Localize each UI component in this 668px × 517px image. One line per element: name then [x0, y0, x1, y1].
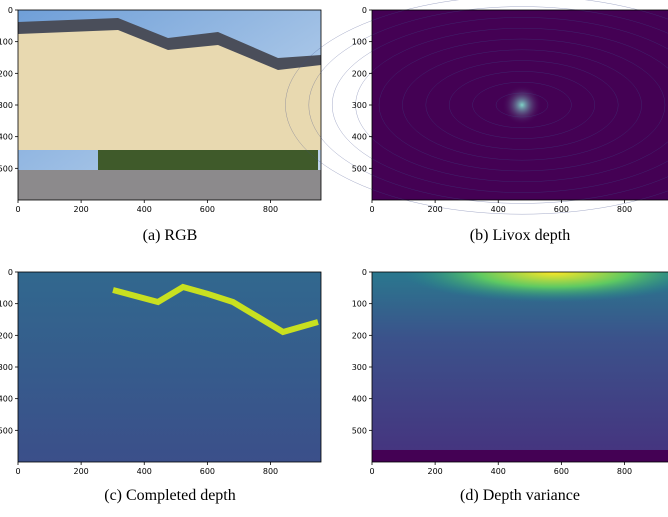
x-tick-label: 200: [427, 205, 442, 214]
panel: 0 200 400 600 800 0 100 200 300 400 500 (c) Complet…: [0, 268, 321, 504]
y-tick-label: 300: [352, 363, 367, 372]
x-tick-label: 0: [369, 205, 374, 214]
x-tick-label: 200: [73, 467, 88, 476]
y-tick-label: 0: [8, 6, 13, 15]
y-tick-label: 500: [0, 164, 13, 173]
x-tick-label: 0: [15, 467, 20, 476]
y-tick-label: 200: [352, 331, 367, 340]
x-tick-label: 800: [617, 467, 632, 476]
x-tick-label: 200: [427, 467, 442, 476]
y-tick-label: 200: [0, 69, 13, 78]
panel: 0 200 400 600 800 0 100 200 300 400 500 (d) Depth v…: [352, 268, 668, 504]
y-tick-label: 300: [0, 101, 13, 110]
x-tick-label: 800: [617, 205, 632, 214]
y-tick-label: 400: [352, 395, 367, 404]
image-foot: [372, 450, 668, 462]
x-tick-label: 800: [263, 205, 278, 214]
y-tick-label: 500: [0, 426, 13, 435]
y-tick-label: 100: [352, 300, 367, 309]
y-tick-label: 0: [8, 268, 13, 277]
y-tick-label: 500: [352, 164, 367, 173]
y-tick-label: 200: [352, 69, 367, 78]
x-tick-label: 200: [73, 205, 88, 214]
image-bg: [18, 272, 321, 462]
y-tick-label: 100: [0, 300, 13, 309]
x-tick-label: 400: [491, 205, 506, 214]
caption: (b) Livox depth: [470, 227, 570, 244]
y-tick-label: 400: [0, 133, 13, 142]
y-tick-label: 0: [362, 6, 367, 15]
y-tick-label: 300: [0, 363, 13, 372]
y-tick-label: 500: [352, 426, 367, 435]
image-ground: [18, 170, 321, 200]
y-tick-label: 300: [352, 101, 367, 110]
x-tick-label: 600: [554, 205, 569, 214]
x-tick-label: 600: [554, 467, 569, 476]
x-tick-label: 0: [15, 205, 20, 214]
image-spot: [502, 85, 542, 125]
y-tick-label: 100: [0, 38, 13, 47]
y-tick-label: 0: [362, 268, 367, 277]
panel: 0 200 400 600 800 0 100 200 300 400 500 (a) RGB: [0, 6, 321, 244]
caption: (d) Depth variance: [460, 487, 580, 504]
caption: (a) RGB: [143, 227, 198, 244]
x-tick-label: 800: [263, 467, 278, 476]
figure: 0 200 400 600 800 0 100 200 300 400 500 (a) RGB 0 200…: [0, 0, 668, 517]
y-tick-label: 200: [0, 331, 13, 340]
y-tick-label: 400: [0, 395, 13, 404]
x-tick-label: 400: [137, 205, 152, 214]
y-tick-label: 100: [352, 38, 367, 47]
x-tick-label: 400: [137, 467, 152, 476]
x-tick-label: 400: [491, 467, 506, 476]
x-tick-label: 600: [200, 205, 215, 214]
panel: 0 200 400 600 800 0 100 200 300 400 500 (b) Livox d…: [285, 0, 668, 244]
caption: (c) Completed depth: [104, 487, 236, 504]
x-tick-label: 0: [369, 467, 374, 476]
y-tick-label: 400: [352, 133, 367, 142]
image-top: [372, 272, 668, 332]
x-tick-label: 600: [200, 467, 215, 476]
